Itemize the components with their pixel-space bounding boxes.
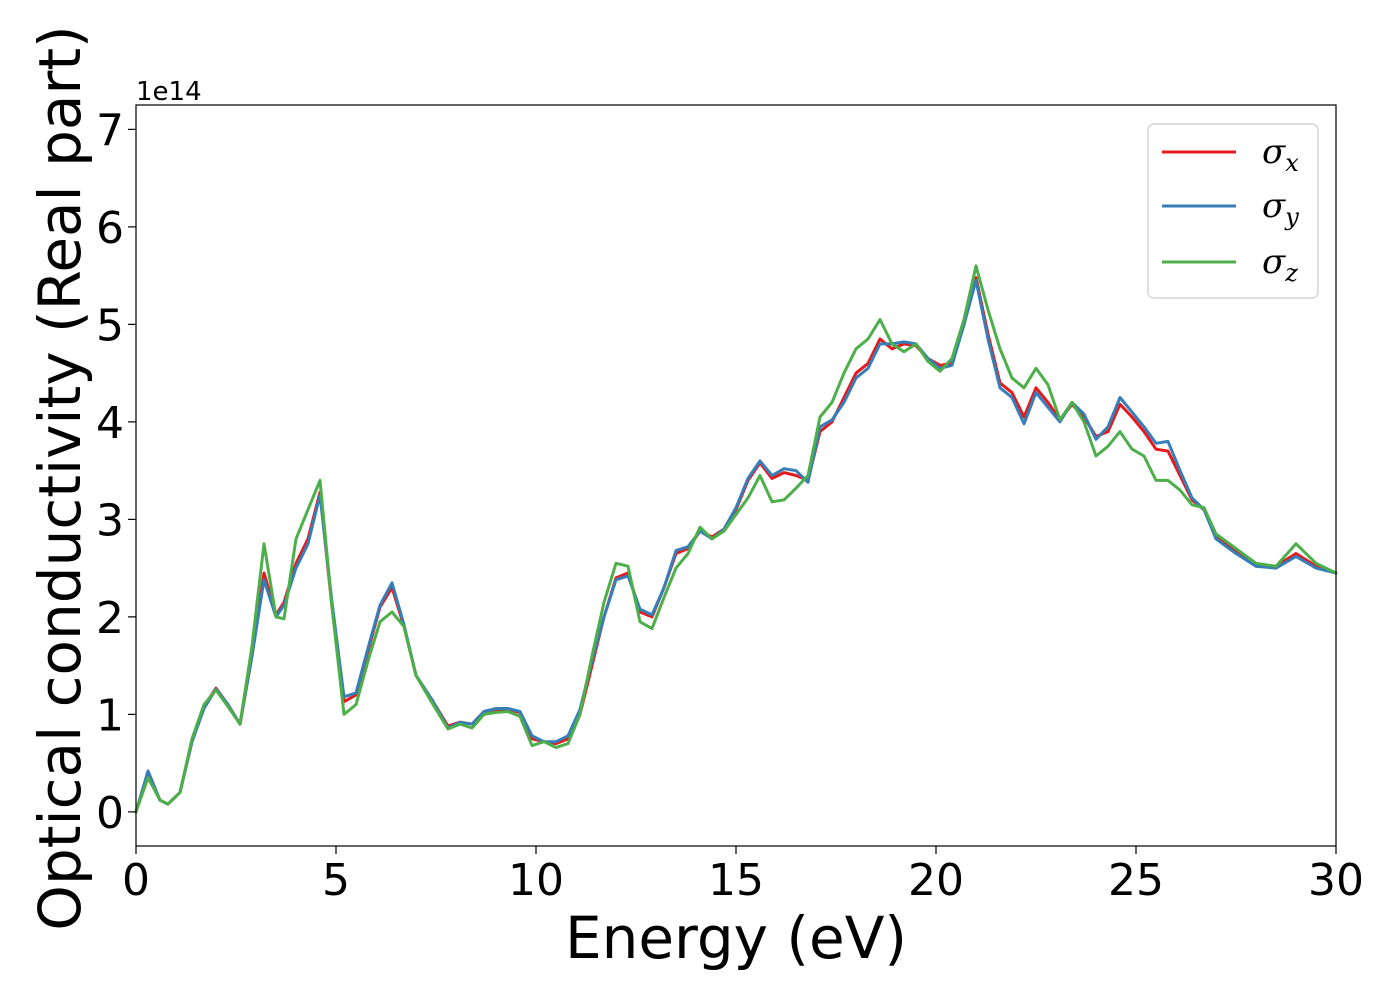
y-tick-label: 7 — [96, 105, 124, 156]
y-tick-label: 4 — [96, 398, 124, 449]
y-tick-label: 3 — [96, 495, 124, 546]
legend: σx σy σz — [1147, 123, 1319, 299]
y-tick-label: 6 — [96, 203, 124, 254]
x-axis-ticks: 0 5 10 15 20 25 30 — [122, 846, 1364, 906]
y-offset-label: 1e14 — [136, 77, 202, 107]
x-tick-label: 10 — [508, 855, 564, 906]
series-line-z — [134, 264, 1338, 814]
y-tick-label: 2 — [96, 593, 124, 644]
y-tick-label: 5 — [96, 300, 124, 351]
x-axis-label: Energy (eV) — [565, 904, 907, 972]
legend-label-x: σx — [1262, 132, 1299, 177]
legend-label-y: σy — [1262, 186, 1299, 231]
y-tick-label: 0 — [96, 788, 124, 839]
x-tick-label: 20 — [908, 855, 964, 906]
x-tick-label: 25 — [1108, 855, 1164, 906]
x-tick-label: 0 — [122, 855, 150, 906]
series-layer — [134, 264, 1338, 814]
y-axis-ticks: 0 1 2 3 4 5 6 7 — [96, 105, 136, 839]
x-tick-label: 15 — [708, 855, 764, 906]
x-tick-label: 5 — [322, 855, 350, 906]
y-axis-label: Optical conductivity (Real part) — [26, 25, 94, 930]
y-tick-label: 1 — [96, 690, 124, 741]
legend-label-z: σz — [1262, 242, 1298, 287]
legend-frame — [1147, 123, 1319, 299]
x-tick-label: 30 — [1308, 855, 1364, 906]
